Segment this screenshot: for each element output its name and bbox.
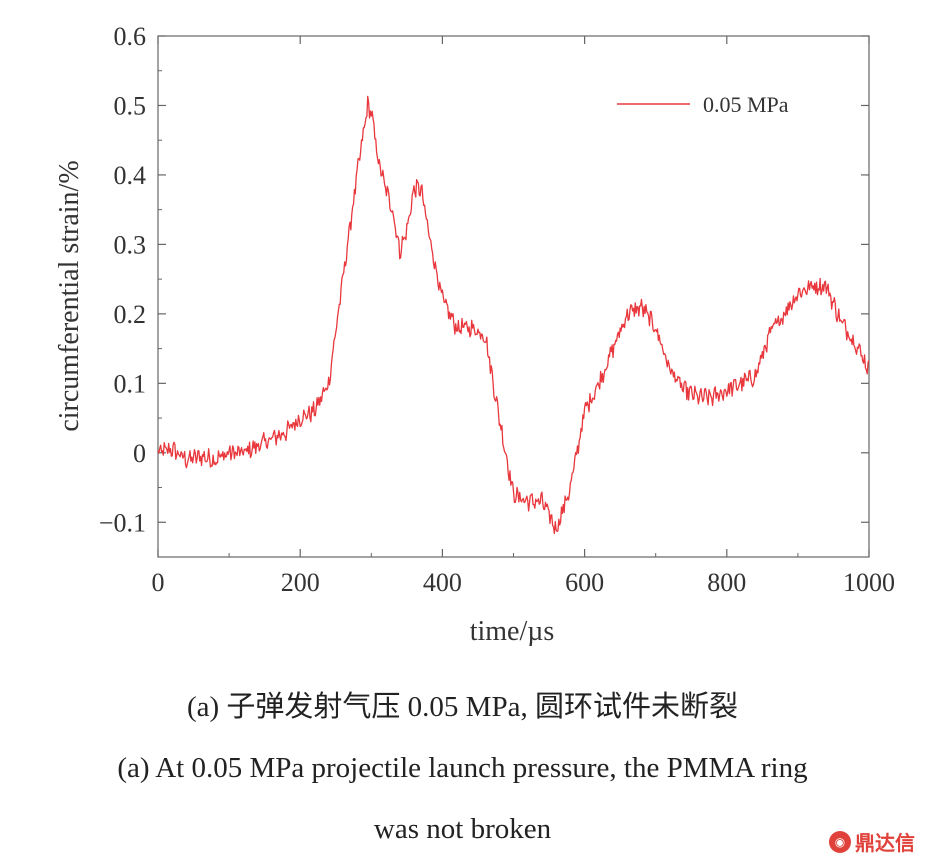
y-tick-label: 0 <box>133 439 146 468</box>
x-tick-label: 1000 <box>843 568 895 597</box>
x-tick-label: 0 <box>152 568 165 597</box>
dingdaxin-logo-icon: ◉ <box>829 830 851 853</box>
y-tick-label: 0.3 <box>114 230 147 259</box>
y-tick-label: 0.4 <box>114 161 147 190</box>
legend-label: 0.05 MPa <box>703 92 789 117</box>
y-tick-label: 0.1 <box>114 369 147 398</box>
legend: 0.05 MPa <box>617 92 789 117</box>
y-axis-title: circumferential strain/% <box>54 160 85 431</box>
watermark-text: 鼎达信 <box>855 831 915 855</box>
x-tick-label: 600 <box>565 568 604 597</box>
y-tick-label: 0.6 <box>114 22 147 51</box>
x-tick-label: 200 <box>281 568 320 597</box>
figure-caption-english-line2: was not broken <box>373 813 552 845</box>
series-line <box>157 95 870 535</box>
y-tick-label: 0.5 <box>114 91 147 120</box>
x-tick-label: 400 <box>423 568 462 597</box>
x-tick-label: 800 <box>707 568 746 597</box>
strain-time-chart: 0 200 400 600 800 1000 −0.1 0 0.1 0.2 0.3 0.4 0.5 0.6… <box>54 22 895 647</box>
figure-caption-english-line1: (a) At 0.05 MPa projectile launch pressu… <box>117 752 808 784</box>
y-tick-label: 0.2 <box>114 300 147 329</box>
watermark: ◉ 鼎达信 <box>829 827 915 856</box>
x-axis-title: time/µs <box>470 616 555 647</box>
axes: 0 200 400 600 800 1000 −0.1 0 0.1 0.2 0.3 0.4 0.5 0.6 <box>99 22 895 597</box>
series-layer <box>157 95 870 535</box>
y-tick-label: −0.1 <box>99 508 146 537</box>
figure-caption-chinese: (a) 子弹发射气压 0.05 MPa, 圆环试件未断裂 <box>187 691 738 723</box>
